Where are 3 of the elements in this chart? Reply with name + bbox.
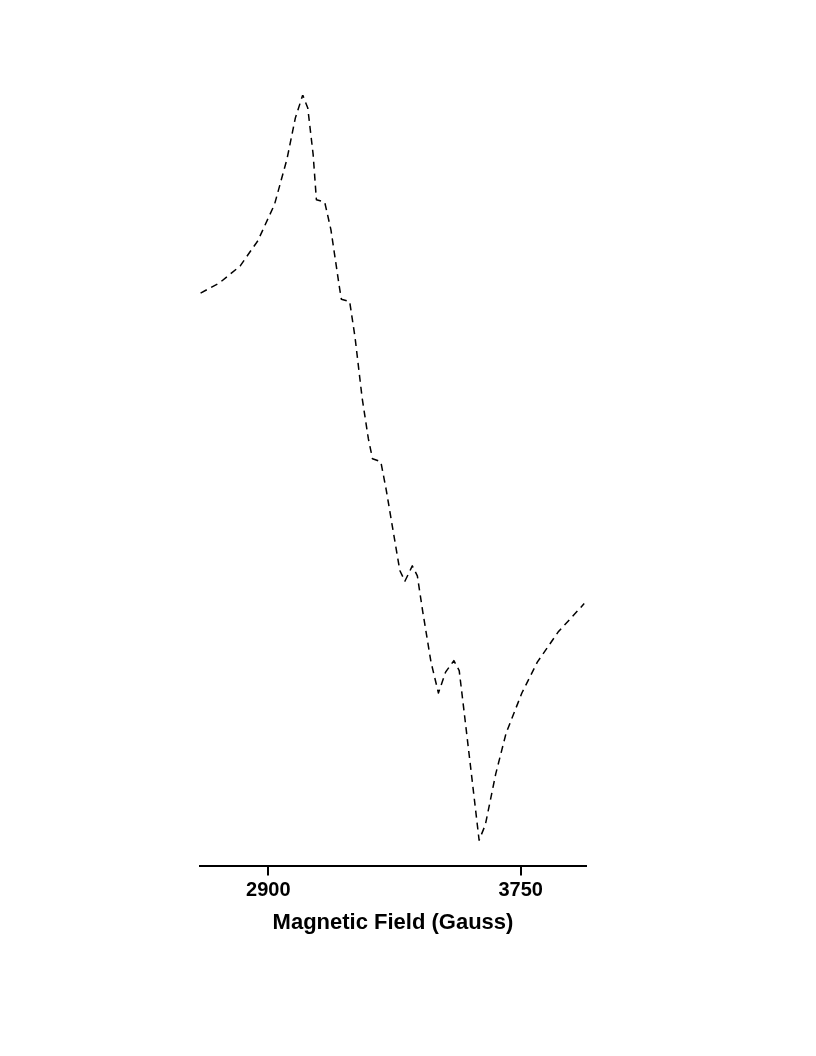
x-axis-title: Magnetic Field (Gauss) [272,908,514,934]
x-tick-label: 2900 [246,878,291,901]
x-tick-label: 3750 [498,878,543,901]
